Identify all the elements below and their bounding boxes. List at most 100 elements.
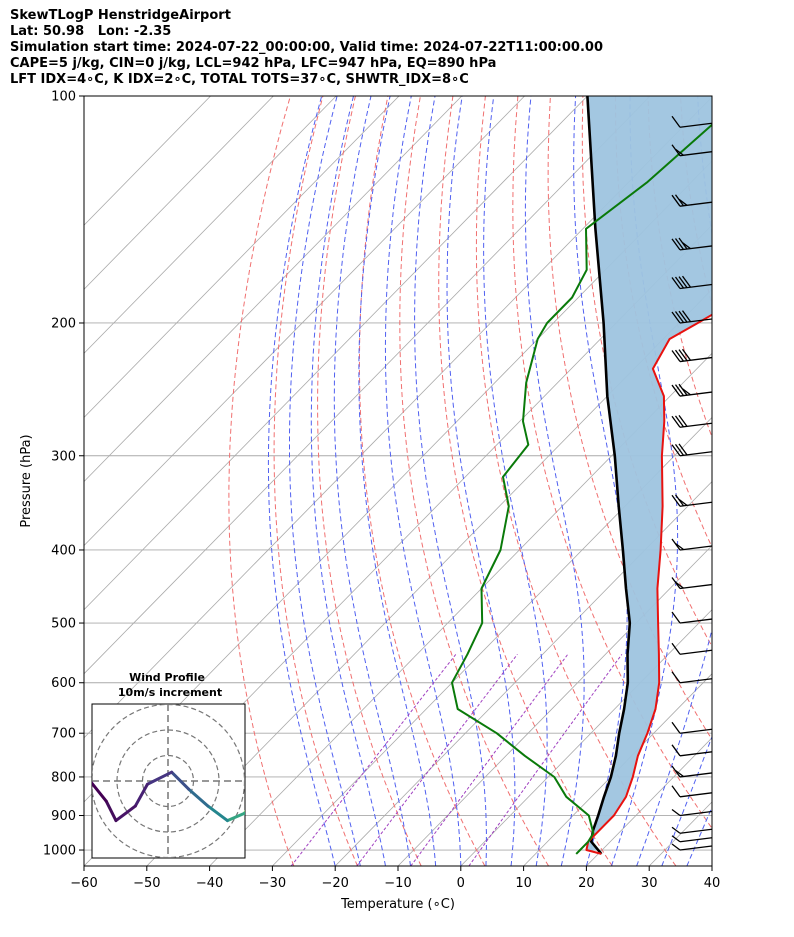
- isotherm-line: [397, 545, 712, 866]
- wind-barb: [671, 835, 712, 843]
- wind-barb-flag: [671, 415, 681, 428]
- dry-adiabat: [778, 96, 794, 866]
- wind-barb-staff: [679, 422, 712, 428]
- moist-adiabat: [737, 96, 794, 866]
- hodograph-segment: [104, 799, 118, 823]
- wind-barb-staff: [679, 283, 712, 290]
- wind-barb: [671, 237, 712, 251]
- wind-barb-flag: [675, 543, 684, 551]
- wind-barb-flag: [671, 835, 681, 843]
- time-line: Simulation start time: 2024-07-22_00:00:…: [10, 40, 603, 55]
- wind-barb-flag: [674, 415, 685, 428]
- hodograph-segment: [114, 804, 137, 823]
- wind-barb-flag: [682, 242, 691, 250]
- wind-barb-staff: [679, 618, 712, 624]
- wind-barb-flag: [682, 388, 691, 396]
- moist-adiabat: [524, 96, 585, 866]
- wind-barb-flag: [678, 415, 688, 427]
- x-tick-label: −60: [70, 876, 97, 891]
- wind-barb-staff: [679, 356, 712, 363]
- wind-barb-flag: [678, 310, 688, 323]
- wind-barb-flag: [675, 148, 684, 156]
- x-tick-label: 10: [515, 876, 532, 891]
- wind-barb: [671, 785, 712, 798]
- x-tick-label: 20: [578, 876, 595, 891]
- isotherm-line: [84, 96, 211, 226]
- wind-barb-flag: [674, 311, 685, 323]
- wind-barb: [671, 275, 712, 290]
- wind-barb: [671, 826, 712, 834]
- y-tick-label: 100: [51, 90, 76, 105]
- y-tick-label: 700: [51, 727, 76, 742]
- dry-adiabat: [713, 96, 794, 866]
- wind-barb-staff: [679, 501, 712, 507]
- wind-barb: [671, 843, 712, 851]
- mixing-ratio-line: [290, 653, 457, 866]
- moist-adiabats: [267, 96, 794, 866]
- y-tick-label: 800: [51, 770, 76, 785]
- x-axis-label: Temperature (∘C): [340, 897, 455, 912]
- wind-barb-flag: [671, 642, 681, 655]
- wind-barb-flag: [671, 238, 681, 251]
- wind-barb-flag: [678, 198, 688, 206]
- wind-barb-flag: [671, 744, 681, 757]
- wind-barb-flag: [671, 384, 681, 397]
- x-tick-label: −30: [259, 876, 286, 891]
- mixing-ratio-line: [356, 653, 518, 866]
- wind-barb-staff: [679, 545, 712, 551]
- wind-barb-staff: [679, 318, 712, 324]
- wind-barb-staff: [679, 245, 712, 251]
- wind-barb-flag: [671, 671, 681, 684]
- wind-barb: [671, 144, 712, 157]
- x-tick-label: 30: [641, 876, 658, 891]
- wind-barb: [671, 383, 712, 397]
- mixing-ratio-lines: [290, 653, 623, 866]
- moist-adiabat: [414, 96, 487, 866]
- y-tick-label: 200: [51, 316, 76, 331]
- wind-barb-staff: [679, 810, 712, 817]
- wind-barb: [671, 115, 712, 128]
- hodograph-segment: [281, 784, 305, 789]
- moist-adiabat: [573, 96, 628, 866]
- moist-adiabat: [636, 96, 712, 866]
- wind-barb: [671, 671, 712, 684]
- wind-barb-staff: [679, 391, 712, 397]
- wind-barb-staff: [679, 728, 712, 734]
- wind-barb: [671, 744, 712, 757]
- wind-barb-flag: [671, 311, 681, 324]
- x-tick-label: −50: [133, 876, 160, 891]
- y-axis-label: Pressure (hPa): [19, 434, 34, 527]
- location-line: Lat: 50.98 Lon: -2.35: [10, 24, 172, 39]
- moist-adiabat: [686, 805, 712, 866]
- hodograph-ring: [92, 704, 245, 858]
- moist-adiabat: [661, 735, 712, 866]
- wind-barb-staff: [679, 792, 712, 798]
- isotherm-line: [523, 673, 712, 866]
- isotherm-line: [775, 96, 794, 866]
- wind-barb-flag: [671, 809, 681, 817]
- wind-barb: [671, 415, 712, 428]
- mixing-ratio-line: [410, 654, 569, 866]
- wind-barb: [671, 443, 712, 457]
- temperature-line: [585, 313, 712, 855]
- isotherm-line: [84, 96, 400, 419]
- moist-adiabat: [483, 96, 548, 866]
- isotherm-line: [272, 416, 712, 866]
- wind-barb: [671, 310, 712, 324]
- y-axis-ticks: 100 200 300 400 500 600 700 800 900 1000: [43, 90, 84, 859]
- wind-barb-flag: [674, 384, 685, 397]
- isotherm-line: [711, 865, 712, 866]
- wind-barb-flag: [681, 310, 692, 323]
- wind-profile-inset: Wind Profile 10m/s increment: [91, 671, 305, 859]
- wind-barb-staff: [679, 828, 712, 834]
- y-tick-label: 600: [51, 676, 76, 691]
- wind-barb-flag: [671, 444, 681, 457]
- wind-barb-flag: [671, 194, 681, 207]
- wind-barb: [671, 721, 712, 734]
- isotherm-line: [84, 96, 274, 290]
- wind-barb-flag: [675, 581, 684, 589]
- hodograph-segment: [256, 784, 280, 796]
- dry-adiabat: [475, 96, 677, 866]
- moist-adiabat: [384, 96, 462, 866]
